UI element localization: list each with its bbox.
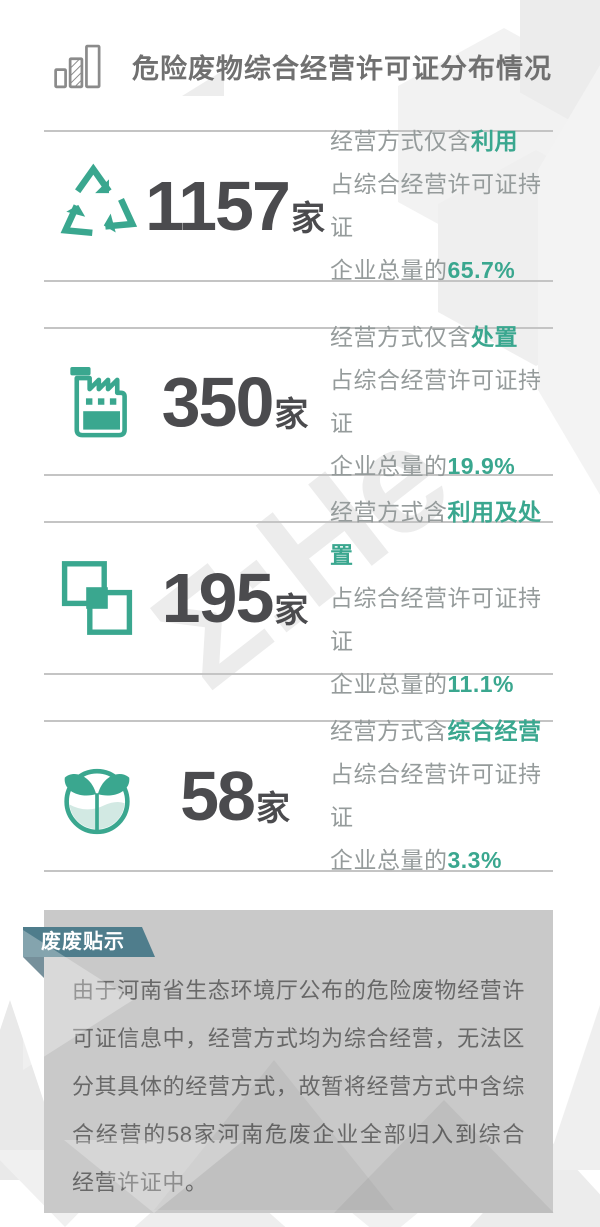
count-value: 195 — [161, 559, 275, 637]
stat-description: 经营方式含综合经营 占综合经营许可证持证 企业总量的3.3% — [330, 710, 553, 882]
tip-box: 废废贴示 由于河南省生态环境厅公布的危险废物经营许可证信息中，经营方式均为综合经… — [23, 910, 554, 1213]
desc-line3: 企业总量的 — [330, 847, 448, 873]
desc-percent: 65.7% — [447, 257, 516, 283]
stat-row-use-only: 1157 家 经营方式仅含利用 占综合经营许可证持证 企业总量的65.7% — [44, 128, 553, 283]
stat-description: 经营方式仅含处置 占综合经营许可证持证 企业总量的19.9% — [330, 316, 553, 488]
desc-line1: 经营方式含 — [330, 498, 448, 525]
desc-line3: 企业总量的 — [330, 670, 448, 697]
desc-highlight: 处置 — [471, 323, 518, 350]
count-value: 350 — [161, 362, 275, 441]
desc-highlight: 利用及处置 — [330, 498, 542, 568]
tip-text: 由于河南省生态环境厅公布的危险废物经营许可证信息中，经营方式均为综合经营，无法区… — [72, 978, 525, 1195]
stat-description: 经营方式仅含利用 占综合经营许可证持证 企业总量的65.7% — [330, 120, 553, 292]
stat-description: 经营方式含利用及处置 占综合经营许可证持证 企业总量的11.1% — [330, 491, 553, 706]
count-value: 1157 — [145, 167, 291, 245]
desc-line2: 占综合经营许可证持证 — [330, 366, 542, 436]
stat-count: 195 家 — [150, 563, 320, 633]
bar-chart-icon — [52, 38, 110, 94]
tip-badge: 废废贴示 — [23, 927, 155, 957]
stat-row-disposal-only: 350 家 经营方式仅含处置 占综合经营许可证持证 企业总量的19.9% — [44, 324, 553, 479]
count-value: 58 — [180, 757, 256, 835]
page-title: 危险废物综合经营许可证分布情况 — [132, 53, 552, 84]
desc-line1: 经营方式仅含 — [330, 128, 471, 154]
count-unit: 家 — [255, 790, 290, 828]
overlapping-squares-icon — [44, 553, 150, 643]
desc-line2: 占综合经营许可证持证 — [330, 584, 542, 654]
recycle-icon — [44, 160, 150, 252]
desc-percent: 19.9% — [447, 452, 516, 479]
stat-row-comprehensive: 58 家 经营方式含综合经营 占综合经营许可证持证 企业总量的3.3% — [44, 718, 553, 873]
desc-percent: 3.3% — [447, 847, 502, 873]
desc-line3: 企业总量的 — [330, 257, 448, 283]
stat-row-use-and-disposal: 195 家 经营方式含利用及处置 占综合经营许可证持证 企业总量的11.1% — [44, 499, 553, 697]
desc-line1: 经营方式仅含 — [330, 323, 471, 350]
sprout-icon — [44, 750, 150, 842]
count-unit: 家 — [274, 395, 309, 434]
count-unit: 家 — [274, 592, 309, 630]
factory-icon — [44, 356, 150, 448]
header: 危险废物综合经营许可证分布情况 — [52, 38, 552, 94]
desc-line2: 占综合经营许可证持证 — [330, 761, 542, 830]
stat-count: 58 家 — [150, 761, 320, 831]
desc-highlight: 综合经营 — [447, 718, 542, 744]
triangle-watermark — [545, 990, 600, 1170]
desc-line3: 企业总量的 — [330, 452, 448, 479]
desc-line2: 占综合经营许可证持证 — [330, 171, 542, 240]
desc-highlight: 利用 — [471, 128, 518, 154]
stat-count: 1157 家 — [145, 171, 325, 241]
stat-count: 350 家 — [150, 367, 320, 437]
desc-percent: 11.1% — [447, 670, 514, 697]
count-unit: 家 — [290, 200, 325, 238]
desc-line1: 经营方式含 — [330, 718, 448, 744]
